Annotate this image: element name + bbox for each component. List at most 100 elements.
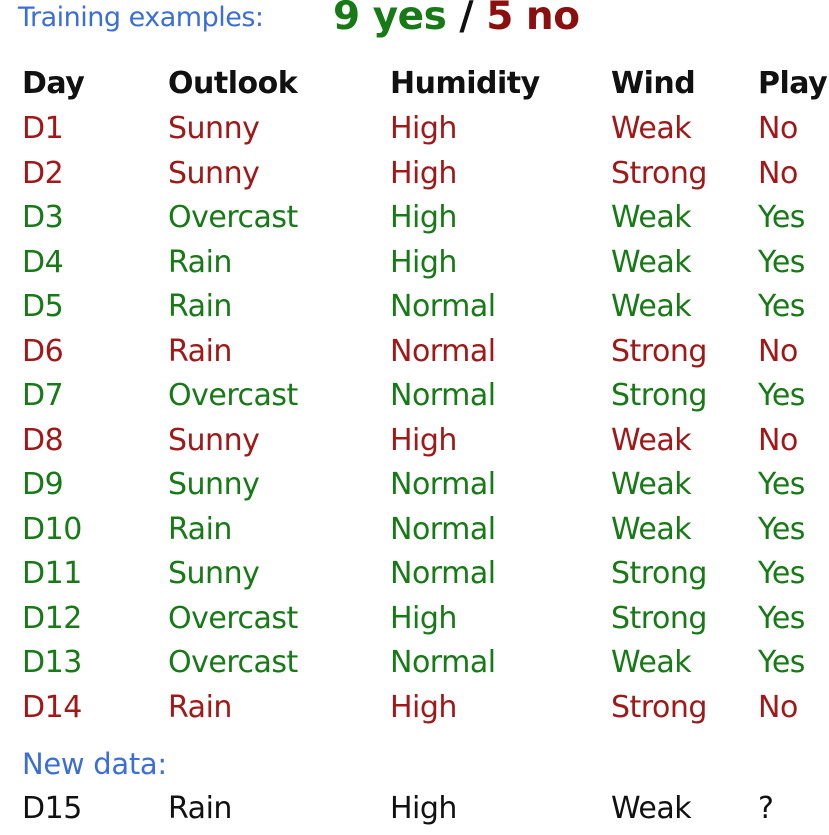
cell-humidity: Normal bbox=[390, 467, 496, 502]
cell-day: D7 bbox=[22, 378, 64, 413]
cell-outlook: Sunny bbox=[168, 156, 260, 191]
table-row: D10 Rain Normal Weak Yes bbox=[0, 512, 829, 556]
cell-wind: Strong bbox=[611, 156, 707, 191]
class-count-summary: 9 yes / 5 no bbox=[333, 0, 580, 39]
cell-play: Yes bbox=[758, 467, 805, 502]
cell-day: D10 bbox=[22, 512, 82, 547]
table-row: D7 Overcast Normal Strong Yes bbox=[0, 378, 829, 422]
cell-play: Yes bbox=[758, 645, 805, 680]
cell-wind: Weak bbox=[611, 467, 692, 502]
cell-humidity: High bbox=[390, 423, 457, 458]
cell-day: D2 bbox=[22, 156, 64, 191]
column-header-day: Day bbox=[22, 66, 85, 101]
cell-outlook: Sunny bbox=[168, 556, 260, 591]
new-data-row: D15 Rain High Weak ? bbox=[0, 791, 829, 835]
table-row: D8 Sunny High Weak No bbox=[0, 423, 829, 467]
cell-wind: Weak bbox=[611, 645, 692, 680]
cell-humidity: Normal bbox=[390, 645, 496, 680]
cell-outlook: Overcast bbox=[168, 645, 298, 680]
cell-humidity: Normal bbox=[390, 512, 496, 547]
cell-wind: Strong bbox=[611, 334, 707, 369]
cell-day: D14 bbox=[22, 690, 82, 725]
cell-humidity: Normal bbox=[390, 556, 496, 591]
cell-day: D11 bbox=[22, 556, 82, 591]
cell-wind: Strong bbox=[611, 556, 707, 591]
cell-humidity: High bbox=[390, 111, 457, 146]
cell-day: D1 bbox=[22, 111, 64, 146]
cell-play: Yes bbox=[758, 512, 805, 547]
cell-outlook: Sunny bbox=[168, 467, 260, 502]
cell-play: No bbox=[758, 111, 798, 146]
cell-humidity: Normal bbox=[390, 378, 496, 413]
cell-wind: Weak bbox=[611, 791, 692, 826]
new-data-label: New data: bbox=[22, 747, 167, 781]
cell-outlook: Rain bbox=[168, 334, 232, 369]
cell-day: D4 bbox=[22, 245, 64, 280]
cell-outlook: Rain bbox=[168, 289, 232, 324]
cell-wind: Weak bbox=[611, 423, 692, 458]
cell-play: No bbox=[758, 156, 798, 191]
column-header-humidity: Humidity bbox=[390, 66, 540, 101]
table-row: D6 Rain Normal Strong No bbox=[0, 334, 829, 378]
cell-wind: Weak bbox=[611, 245, 692, 280]
cell-wind: Weak bbox=[611, 289, 692, 324]
cell-outlook: Overcast bbox=[168, 601, 298, 636]
cell-wind: Strong bbox=[611, 690, 707, 725]
cell-play: No bbox=[758, 334, 798, 369]
yes-count: 9 yes bbox=[333, 0, 447, 39]
cell-outlook: Rain bbox=[168, 791, 232, 826]
cell-humidity: High bbox=[390, 690, 457, 725]
cell-outlook: Sunny bbox=[168, 111, 260, 146]
cell-outlook: Rain bbox=[168, 512, 232, 547]
cell-day: D13 bbox=[22, 645, 82, 680]
cell-day: D6 bbox=[22, 334, 64, 369]
table-row: D1 Sunny High Weak No bbox=[0, 111, 829, 155]
count-separator: / bbox=[459, 0, 474, 39]
table-row: D9 Sunny Normal Weak Yes bbox=[0, 467, 829, 511]
cell-day: D15 bbox=[22, 791, 82, 826]
table-row: D2 Sunny High Strong No bbox=[0, 156, 829, 200]
cell-play: Yes bbox=[758, 289, 805, 324]
cell-outlook: Sunny bbox=[168, 423, 260, 458]
training-examples-label: Training examples: bbox=[18, 2, 264, 33]
cell-outlook: Rain bbox=[168, 245, 232, 280]
cell-play: Yes bbox=[758, 378, 805, 413]
cell-humidity: High bbox=[390, 791, 457, 826]
column-header-play: Play bbox=[758, 66, 828, 101]
no-count: 5 no bbox=[486, 0, 580, 39]
cell-day: D8 bbox=[22, 423, 64, 458]
cell-day: D3 bbox=[22, 200, 64, 235]
cell-outlook: Overcast bbox=[168, 200, 298, 235]
cell-outlook: Overcast bbox=[168, 378, 298, 413]
cell-wind: Weak bbox=[611, 512, 692, 547]
cell-play: Yes bbox=[758, 556, 805, 591]
table-row: D4 Rain High Weak Yes bbox=[0, 245, 829, 289]
cell-wind: Weak bbox=[611, 111, 692, 146]
column-header-wind: Wind bbox=[611, 66, 696, 101]
cell-play: ? bbox=[758, 791, 774, 826]
cell-humidity: High bbox=[390, 245, 457, 280]
cell-play: Yes bbox=[758, 245, 805, 280]
cell-humidity: Normal bbox=[390, 334, 496, 369]
cell-outlook: Rain bbox=[168, 690, 232, 725]
table-row: D14 Rain High Strong No bbox=[0, 690, 829, 734]
cell-humidity: High bbox=[390, 156, 457, 191]
cell-play: Yes bbox=[758, 601, 805, 636]
table-row: D13 Overcast Normal Weak Yes bbox=[0, 645, 829, 689]
table-row: D3 Overcast High Weak Yes bbox=[0, 200, 829, 244]
cell-humidity: High bbox=[390, 200, 457, 235]
cell-play: No bbox=[758, 690, 798, 725]
cell-wind: Strong bbox=[611, 601, 707, 636]
cell-humidity: High bbox=[390, 601, 457, 636]
table-row: D12 Overcast High Strong Yes bbox=[0, 601, 829, 645]
cell-day: D12 bbox=[22, 601, 82, 636]
column-header-outlook: Outlook bbox=[168, 66, 298, 101]
cell-wind: Weak bbox=[611, 200, 692, 235]
cell-humidity: Normal bbox=[390, 289, 496, 324]
cell-wind: Strong bbox=[611, 378, 707, 413]
table-row: D5 Rain Normal Weak Yes bbox=[0, 289, 829, 333]
cell-play: No bbox=[758, 423, 798, 458]
cell-day: D5 bbox=[22, 289, 64, 324]
cell-day: D9 bbox=[22, 467, 64, 502]
cell-play: Yes bbox=[758, 200, 805, 235]
